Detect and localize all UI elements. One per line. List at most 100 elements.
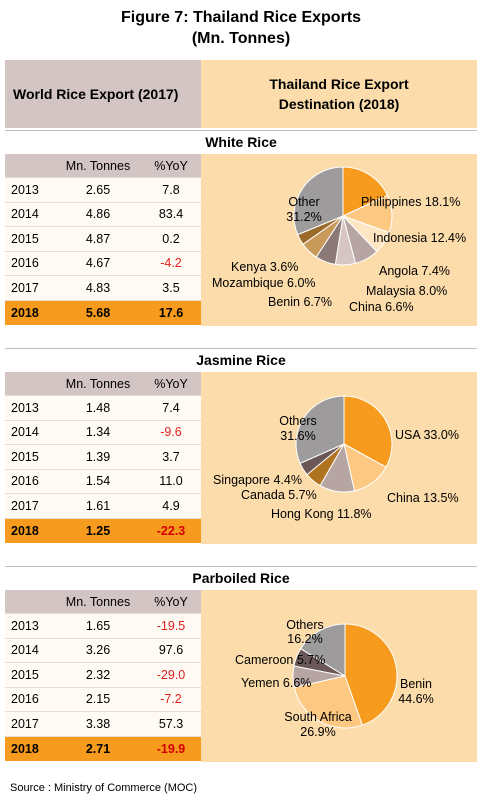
mn-tonnes-cell: 2.71 (85, 741, 111, 756)
table-row: 2013 1.48 7.4 (5, 396, 201, 421)
table-row: 2014 1.34 -9.6 (5, 420, 201, 445)
table-row: 2016 4.67 -4.2 (5, 251, 201, 276)
jasmine-rice-section: Jasmine Rice Mn. Tonnes %YoY 2013 1.48 7.4 20… (5, 348, 477, 544)
pie-label-china: China 6.6% (349, 300, 414, 314)
yoy-header: %YoY (154, 158, 188, 173)
pie-label-yemen: Yemen 6.6% (241, 676, 311, 690)
mn-tonnes-cell: 2.15 (85, 692, 111, 707)
column-headers: World Rice Export (2017) Thailand Rice E… (5, 60, 477, 128)
table-row: 2013 2.65 7.8 (5, 178, 201, 203)
export-table: Mn. Tonnes %YoY 2013 1.65 -19.5 2014 3.26 97.6 2… (5, 590, 201, 761)
mn-tonnes-header: Mn. Tonnes (65, 376, 131, 391)
source-note: Source : Ministry of Commerce (MOC) (10, 782, 198, 794)
yoy-cell: 0.2 (162, 231, 180, 246)
pie-slice-usa (343, 395, 393, 468)
section-title: White Rice (5, 130, 477, 152)
pie-label-indonesia: Indonesia 12.4% (373, 231, 466, 245)
pie-label-mozambique: Mozambique 6.0% (212, 276, 316, 290)
figure-subtitle: (Mn. Tonnes) (191, 30, 291, 47)
mn-tonnes-cell: 4.67 (85, 256, 111, 271)
pie-slice-south-africa (293, 675, 363, 729)
year-cell: 2015 (11, 231, 39, 246)
table-header-row: Mn. Tonnes %YoY (5, 154, 201, 178)
table-row: 2016 1.54 11.0 (5, 469, 201, 494)
pie-label-others: Others (279, 414, 317, 428)
destination-header: Thailand Rice Export Destination (2018) (201, 60, 477, 128)
mn-tonnes-cell: 5.68 (85, 305, 111, 320)
mn-tonnes-header: Mn. Tonnes (65, 158, 131, 173)
year-cell: 2015 (11, 667, 39, 682)
table-row: 2017 3.38 57.3 (5, 712, 201, 737)
destination-pie-chart: USA 33.0% China 13.5% Hong Kong 11.8% Canad… (201, 372, 477, 544)
year-cell: 2013 (11, 618, 39, 633)
mn-tonnes-cell: 2.32 (85, 667, 111, 682)
mn-tonnes-cell: 1.54 (85, 474, 111, 489)
yoy-cell: 97.6 (158, 643, 184, 658)
pie-label-china: China 13.5% (387, 491, 459, 505)
pie-label-benin: Benin 6.7% (268, 295, 332, 309)
pie-label-singapore: Singapore 4.4% (213, 473, 302, 487)
pie-svg: USA 33.0% China 13.5% Hong Kong 11.8% Canad… (213, 395, 459, 521)
pie-label-other: Other (288, 195, 319, 209)
table-row: 2015 2.32 -29.0 (5, 663, 201, 688)
year-cell: 2013 (11, 182, 39, 197)
year-cell: 2014 (11, 643, 39, 658)
pie-label-benin: Benin (400, 677, 432, 691)
yoy-cell: 7.4 (162, 400, 180, 415)
table-row: 2015 1.39 3.7 (5, 445, 201, 470)
mn-tonnes-cell: 1.39 (85, 449, 111, 464)
yoy-cell: 3.7 (162, 449, 180, 464)
mn-tonnes-cell: 1.61 (85, 498, 111, 513)
yoy-cell: -9.6 (160, 425, 182, 440)
yoy-header: %YoY (154, 376, 188, 391)
pie-slice-other (293, 166, 344, 236)
yoy-cell: 83.4 (158, 207, 184, 222)
pie-label-other: 31.2% (286, 210, 321, 224)
pie-label-benin: 44.6% (398, 692, 433, 706)
pie-label-canada: Canada 5.7% (241, 488, 317, 502)
pie-svg: Philippines 18.1% Indonesia 12.4% Angola 7… (212, 166, 466, 314)
pie-label-south-africa: South Africa (284, 710, 351, 724)
table-row: 2015 4.87 0.2 (5, 227, 201, 252)
mn-tonnes-header: Mn. Tonnes (65, 594, 131, 609)
pie-label-kenya: Kenya 3.6% (231, 260, 298, 274)
destination-pie-chart: Philippines 18.1% Indonesia 12.4% Angola 7… (201, 154, 477, 326)
pie-label-cameroon: Cameroon 5.7% (235, 653, 325, 667)
year-cell: 2016 (11, 692, 39, 707)
pie-label-south-africa: 26.9% (300, 725, 335, 739)
table-header-row: Mn. Tonnes %YoY (5, 590, 201, 614)
figure-title: Figure 7: Thailand Rice Exports (120, 9, 362, 26)
year-cell: 2016 (11, 256, 39, 271)
yoy-header: %YoY (154, 594, 188, 609)
table-row: 2017 1.61 4.9 (5, 494, 201, 519)
year-cell: 2016 (11, 474, 39, 489)
destination-pie-chart: Benin 44.6% South Africa 26.9% Yemen 6.6% Cam… (201, 590, 477, 762)
mn-tonnes-cell: 4.83 (85, 280, 111, 295)
pie-label-others: 16.2% (287, 632, 322, 646)
pie-label-usa: USA 33.0% (395, 428, 459, 442)
year-cell: 2017 (11, 716, 39, 731)
world-export-header: World Rice Export (2017) (5, 60, 201, 128)
mn-tonnes-cell: 3.38 (85, 716, 111, 731)
mn-tonnes-cell: 4.86 (85, 207, 111, 222)
yoy-cell: 4.9 (162, 498, 180, 513)
mn-tonnes-cell: 1.48 (85, 400, 111, 415)
table-row: 2014 3.26 97.6 (5, 638, 201, 663)
yoy-cell: -19.9 (156, 741, 186, 756)
parboiled-rice-section: Parboiled Rice Mn. Tonnes %YoY 2013 1.65 -19… (5, 566, 477, 762)
export-table: Mn. Tonnes %YoY 2013 2.65 7.8 2014 4.86 83.4 201… (5, 154, 201, 325)
yoy-cell: 11.0 (159, 474, 183, 489)
yoy-cell: -19.5 (156, 618, 186, 633)
year-cell: 2017 (11, 280, 39, 295)
table-header-row: Mn. Tonnes %YoY (5, 372, 201, 396)
section-title: Parboiled Rice (5, 566, 477, 588)
pie-label-hong-kong: Hong Kong 11.8% (271, 507, 372, 521)
pie-slice-others (300, 623, 346, 677)
table-row: 2018 2.71 -19.9 (5, 736, 201, 761)
table-row: 2018 5.68 17.6 (5, 300, 201, 325)
year-cell: 2014 (11, 207, 39, 222)
year-cell: 2013 (11, 400, 39, 415)
table-row: 2016 2.15 -7.2 (5, 687, 201, 712)
year-cell: 2018 (11, 523, 39, 538)
